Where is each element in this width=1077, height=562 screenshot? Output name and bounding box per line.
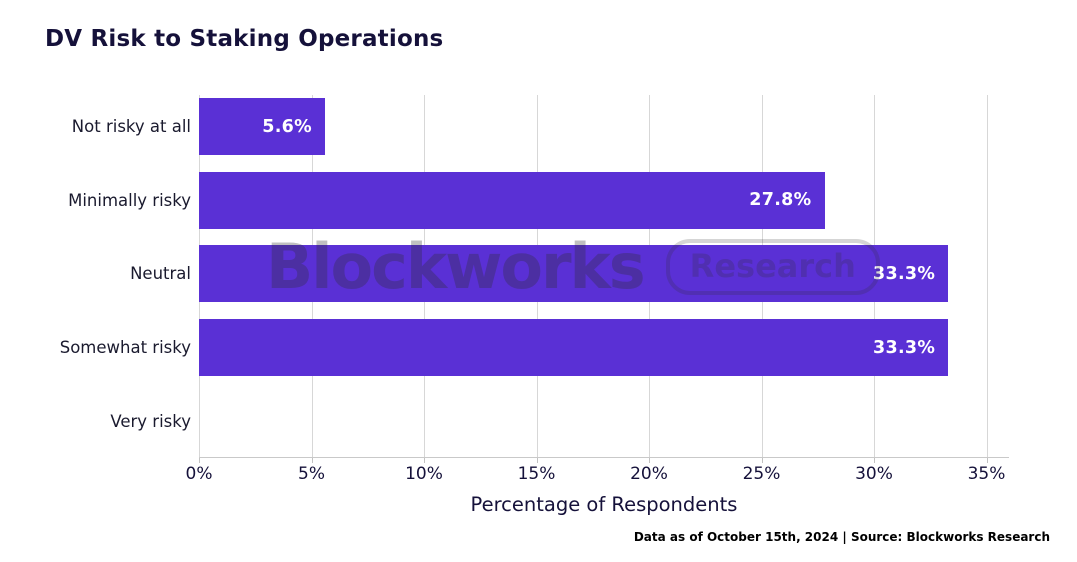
plot-area: 5.6% 27.8% 33.3% 33.3%: [199, 90, 1009, 463]
bar-row: 5.6%: [199, 90, 1009, 164]
bar-row: [199, 384, 1009, 458]
bar-value-label: 33.3%: [873, 337, 936, 358]
bar-4: 33.3%: [199, 319, 949, 377]
tick-mark: [424, 458, 425, 463]
x-tick-label: 10%: [405, 464, 443, 484]
x-tick-label: 0%: [185, 464, 213, 484]
x-axis-line: [199, 457, 1009, 458]
tick-mark: [649, 458, 650, 463]
y-tick-label: Not risky at all: [71, 117, 191, 137]
source-footnote: Data as of October 15th, 2024 | Source: …: [633, 530, 1050, 544]
bar-value-label: 27.8%: [749, 190, 812, 211]
bar-value-label: 5.6%: [262, 116, 312, 137]
tick-mark: [536, 458, 538, 463]
x-tick-label: 15%: [517, 464, 556, 484]
y-tick-label: Minimally risky: [68, 190, 191, 210]
bar-row: 33.3%: [199, 311, 1009, 385]
chart-title: DV Risk to Staking Operations: [45, 26, 444, 52]
bar-1: 5.6%: [199, 98, 325, 156]
bar-value-label: 33.3%: [873, 263, 936, 284]
x-axis: 0% 5% 10% 15% 20% 25% 30% 35%: [186, 464, 1009, 486]
tick-mark: [311, 458, 313, 463]
x-tick-label: 25%: [742, 464, 781, 484]
y-axis-labels: Not risky at all Minimally risky Neutral So…: [0, 90, 191, 458]
tick-mark: [199, 458, 200, 463]
bar-3: 33.3%: [199, 245, 949, 303]
x-tick-label: 5%: [298, 464, 325, 484]
tick-mark: [761, 458, 763, 463]
y-tick-label: Somewhat risky: [59, 338, 191, 358]
bar-2: 27.8%: [199, 171, 825, 229]
tick-mark: [874, 458, 875, 463]
x-tick-label: 30%: [855, 464, 893, 484]
gridline: [986, 95, 988, 458]
tick-mark: [986, 458, 988, 463]
x-tick-label: 20%: [630, 464, 668, 484]
x-axis-title: Percentage of Respondents: [470, 493, 738, 516]
x-tick-label: 35%: [967, 464, 1006, 484]
y-tick-label: Neutral: [130, 264, 191, 284]
y-tick-label: Very risky: [110, 411, 191, 431]
bar-row: 33.3%: [199, 237, 1009, 311]
bars: 5.6% 27.8% 33.3% 33.3%: [199, 90, 1009, 458]
bar-row: 27.8%: [199, 164, 1009, 238]
